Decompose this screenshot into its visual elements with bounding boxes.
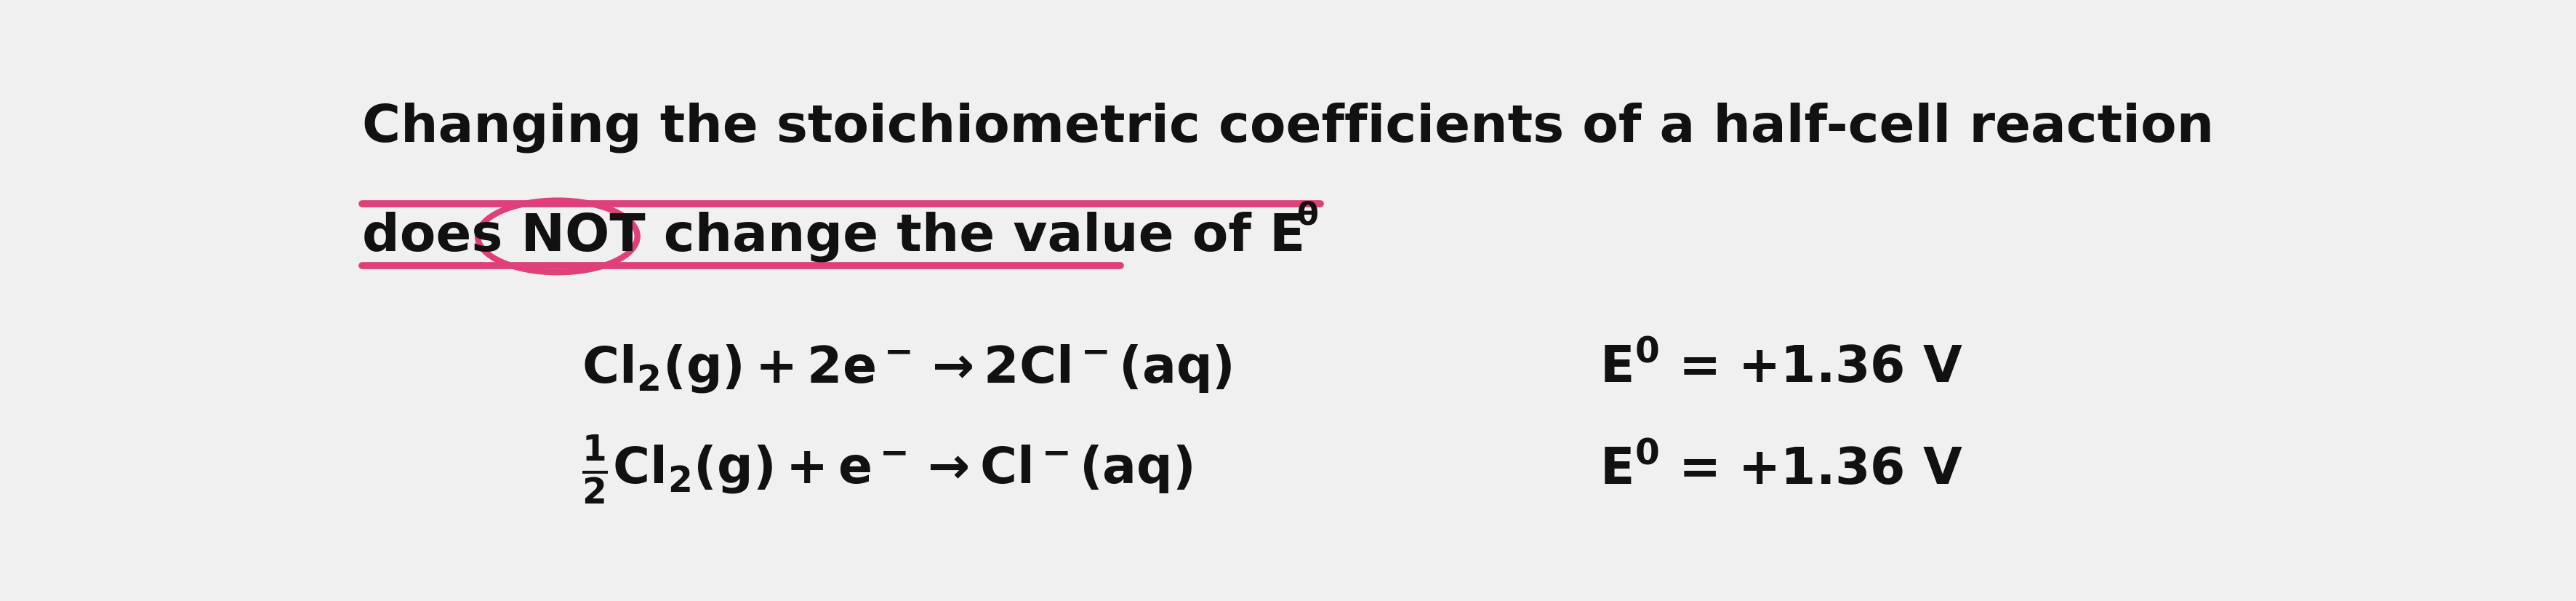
Text: θ: θ xyxy=(1296,200,1319,231)
Text: $\mathregular{Cl_2(g) + 2e^- \rightarrow 2Cl^-(aq)}$: $\mathregular{Cl_2(g) + 2e^- \rightarrow… xyxy=(582,343,1231,394)
Text: does NOT change the value of E: does NOT change the value of E xyxy=(361,211,1306,261)
Text: $\mathregular{\frac{1}{2}Cl_2(g) + e^- \rightarrow Cl^-(aq)}$: $\mathregular{\frac{1}{2}Cl_2(g) + e^- \… xyxy=(582,435,1193,506)
Text: Changing the stoichiometric coefficients of a half-cell reaction: Changing the stoichiometric coefficients… xyxy=(361,102,2213,153)
Text: $\mathregular{E^0}$ = +1.36 V: $\mathregular{E^0}$ = +1.36 V xyxy=(1600,344,1963,393)
Text: $\mathregular{E^0}$ = +1.36 V: $\mathregular{E^0}$ = +1.36 V xyxy=(1600,445,1963,495)
